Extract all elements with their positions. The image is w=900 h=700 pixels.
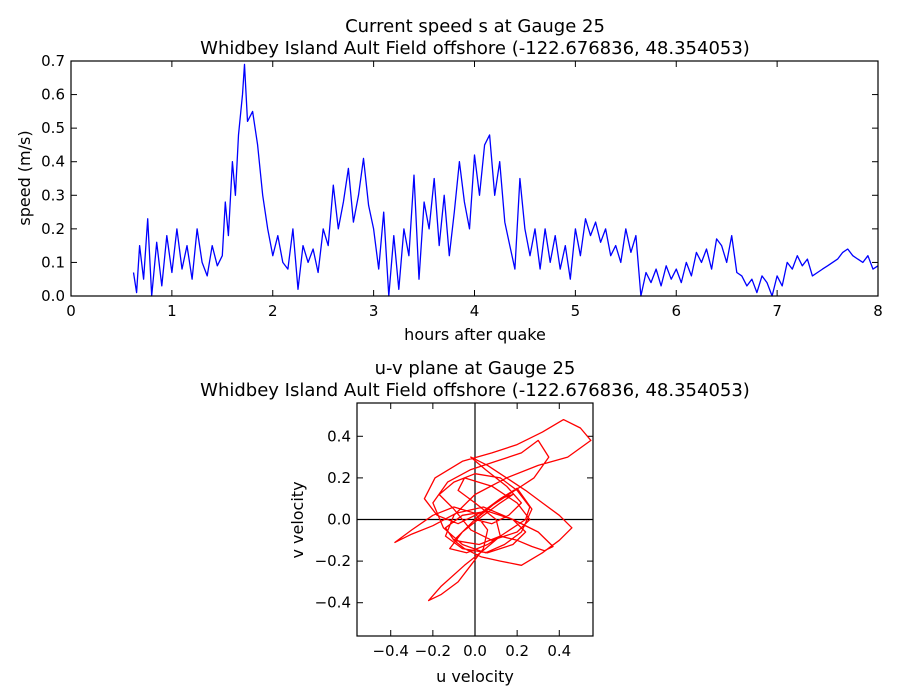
uv-y-tick-label: 0.2 (327, 469, 351, 487)
uv-chart-ticks: −0.4 −0.2 0.0 0.2 0.4 −0.4 −0.2 0.0 0.2 0.4 (315, 403, 593, 660)
speed-y-tick-label: 0.6 (41, 86, 65, 104)
speed-x-tick-label: 4 (470, 302, 480, 320)
uv-x-axis-label: u velocity (436, 667, 514, 686)
speed-x-tick-label: 5 (571, 302, 581, 320)
uv-y-axis-label: v velocity (288, 481, 307, 558)
speed-x-tick-label: 8 (873, 302, 883, 320)
speed-y-tick-label: 0.3 (41, 186, 65, 204)
uv-x-tick-label: 0.4 (547, 642, 571, 660)
speed-chart: Current speed s at Gauge 25 Whidbey Isla… (15, 16, 883, 344)
uv-x-tick-label: 0.0 (463, 642, 487, 660)
uv-chart-title: u-v plane at Gauge 25 (375, 358, 576, 379)
speed-y-axis-label: speed (m/s) (15, 130, 34, 225)
speed-chart-subtitle: Whidbey Island Ault Field offshore (-122… (200, 38, 750, 59)
speed-y-tick-label: 0.5 (41, 119, 65, 137)
speed-y-tick-label: 0.0 (41, 287, 65, 305)
speed-x-axis-label: hours after quake (404, 325, 546, 344)
speed-x-tick-label: 1 (167, 302, 177, 320)
speed-x-tick-label: 2 (268, 302, 278, 320)
speed-y-tick-label: 0.7 (41, 52, 65, 70)
speed-x-tick-label: 0 (66, 302, 76, 320)
speed-y-tick-label: 0.1 (41, 253, 65, 271)
uv-chart-frame (356, 402, 594, 637)
uv-y-tick-label: 0.0 (327, 511, 351, 529)
uv-trajectory-line (394, 418, 592, 602)
speed-x-tick-label: 3 (369, 302, 379, 320)
uv-chart-subtitle: Whidbey Island Ault Field offshore (-122… (200, 380, 750, 401)
uv-y-tick-label: −0.4 (315, 594, 351, 612)
uv-y-tick-label: 0.4 (327, 427, 351, 445)
speed-y-tick-label: 0.4 (41, 153, 65, 171)
speed-x-tick-label: 7 (772, 302, 782, 320)
uv-x-tick-label: −0.2 (415, 642, 451, 660)
uv-x-tick-label: 0.2 (505, 642, 529, 660)
speed-x-tick-label: 6 (671, 302, 681, 320)
uv-chart: u-v plane at Gauge 25 Whidbey Island Aul… (200, 358, 750, 686)
uv-y-tick-label: −0.2 (315, 552, 351, 570)
speed-series-line (132, 63, 879, 297)
speed-y-tick-label: 0.2 (41, 220, 65, 238)
speed-chart-frame (70, 60, 879, 297)
speed-chart-title: Current speed s at Gauge 25 (345, 16, 605, 37)
uv-x-tick-label: −0.4 (372, 642, 408, 660)
